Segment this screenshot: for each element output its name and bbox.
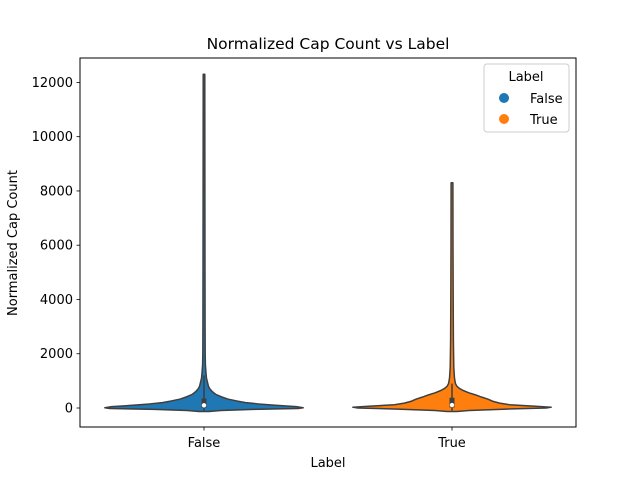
y-tick-label: 4000 bbox=[40, 293, 73, 308]
median-true bbox=[449, 402, 455, 408]
median-false bbox=[201, 403, 207, 408]
violins bbox=[104, 73, 552, 413]
legend-title: Label bbox=[508, 70, 543, 85]
legend-label-false: False bbox=[530, 92, 563, 107]
x-axis-label: Label bbox=[310, 456, 345, 471]
y-tick-label: 12000 bbox=[32, 76, 73, 91]
y-tick-label: 10000 bbox=[32, 130, 73, 145]
y-tick-label: 6000 bbox=[40, 239, 73, 254]
x-tick-label-true: True bbox=[437, 436, 466, 451]
legend-marker-true bbox=[499, 114, 509, 124]
y-tick-label: 0 bbox=[65, 402, 73, 417]
violin-false bbox=[104, 73, 304, 413]
y-axis-label: Normalized Cap Count bbox=[6, 170, 21, 316]
legend-marker-false bbox=[499, 93, 509, 103]
y-tick-label: 2000 bbox=[40, 347, 73, 362]
x-tick-label-false: False bbox=[188, 436, 221, 451]
y-axis: 0 2000 4000 6000 8000 10000 12000 bbox=[32, 76, 80, 417]
plot-frame bbox=[79, 57, 577, 428]
legend-label-true: True bbox=[529, 113, 558, 128]
legend: Label False True bbox=[483, 63, 570, 133]
x-axis: False True bbox=[188, 427, 466, 451]
violin-true bbox=[352, 182, 552, 413]
chart-title: Normalized Cap Count vs Label bbox=[207, 35, 450, 53]
y-tick-label: 8000 bbox=[40, 184, 73, 199]
